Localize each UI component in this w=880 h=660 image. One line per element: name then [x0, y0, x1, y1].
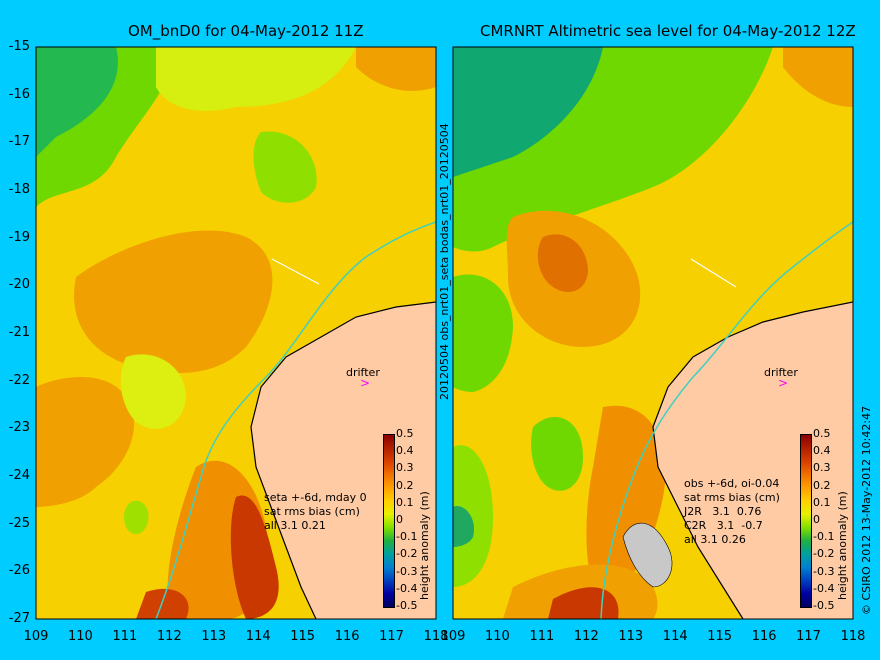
x-tick-label: 109 — [23, 629, 49, 644]
colorbar-tick-label: 0.2 — [396, 478, 414, 492]
x-tick-label: 111 — [529, 629, 555, 644]
x-tick-label: 113 — [201, 629, 227, 644]
y-tick-label: -18 — [8, 182, 30, 197]
right-drifter-marker: > — [778, 376, 789, 390]
colorbar-tick-label: -0.1 — [813, 530, 835, 544]
x-tick-label: 111 — [112, 629, 138, 644]
colorbar-tick-label: 0 — [813, 513, 820, 526]
x-tick-label: 118 — [423, 629, 449, 644]
middle-side-text: 20120504 obs_nrt01_seta bodas_nrt01_2012… — [438, 123, 451, 400]
colorbar-tick-label: -0.5 — [813, 599, 835, 612]
x-tick-label: 115 — [290, 629, 316, 644]
colorbar-tick-label: -0.2 — [396, 547, 418, 561]
right-stats-line: obs +-6d, oi-0.04 — [684, 477, 780, 490]
y-tick-label: -25 — [8, 515, 30, 531]
x-tick-label: 109 — [440, 629, 466, 644]
right-side-text: © CSIRO 2012 13-May-2012 10:42:47 — [860, 405, 873, 615]
left-colorbar-label: height anomaly (m) — [418, 491, 431, 600]
left-stats-line: sat rms bias (cm) — [264, 505, 360, 518]
x-tick-label: 112 — [573, 629, 599, 644]
colorbar-tick-label: -0.4 — [813, 581, 835, 595]
colorbar-tick-label: 0.4 — [396, 444, 414, 458]
x-tick-label: 112 — [156, 629, 182, 644]
colorbar-tick-label: 0 — [396, 513, 403, 526]
y-tick-label: -16 — [8, 86, 30, 102]
y-tick-label: -15 — [8, 39, 30, 54]
colorbar-tick-label: -0.4 — [396, 581, 418, 595]
x-tick-label: 117 — [796, 629, 821, 644]
y-tick-label: -27 — [8, 611, 30, 626]
colorbar-tick-label: 0.3 — [813, 461, 831, 475]
colorbar-tick-label: 0.4 — [813, 444, 831, 458]
x-tick-label: 110 — [68, 629, 93, 644]
colorbar-tick-label: -0.3 — [813, 564, 835, 578]
y-tick-label: -21 — [8, 325, 30, 340]
right-stats-line: all 3.1 0.26 — [684, 533, 746, 546]
y-tick-label: -17 — [8, 134, 30, 150]
left-colorbar — [383, 434, 395, 608]
y-tick-label: -19 — [8, 229, 30, 245]
y-tick-label: -22 — [8, 372, 30, 388]
x-tick-label: 115 — [707, 629, 733, 644]
x-tick-label: 113 — [618, 629, 644, 644]
x-tick-label: 117 — [379, 629, 404, 644]
x-tick-label: 118 — [840, 629, 866, 644]
left-drifter-marker: > — [360, 376, 371, 390]
right-colorbar-label: height anomaly (m) — [836, 491, 849, 600]
right-stats-line: sat rms bias (cm) — [684, 491, 780, 504]
x-tick-label: 116 — [334, 629, 360, 644]
right-chart-title: CMRNRT Altimetric sea level for 04-May-2… — [480, 22, 856, 40]
y-tick-label: -24 — [8, 468, 30, 483]
x-tick-label: 114 — [245, 629, 271, 644]
colorbar-tick-label: -0.2 — [813, 547, 835, 561]
colorbar-tick-label: 0.5 — [813, 427, 831, 440]
colorbar-tick-label: -0.1 — [396, 530, 418, 544]
left-stats-line: seta +-6d, mday 0 — [264, 491, 367, 504]
y-tick-label: -20 — [8, 277, 30, 293]
colorbar-tick-label: 0.5 — [396, 427, 414, 440]
x-tick-label: 110 — [485, 629, 510, 644]
right-drifter-label: drifter — [764, 366, 798, 379]
colorbar-tick-label: -0.5 — [396, 599, 418, 612]
left-stats-line: all 3.1 0.21 — [264, 519, 326, 532]
right-map-panel — [452, 46, 854, 620]
right-colorbar — [800, 434, 812, 608]
colorbar-tick-label: 0.1 — [396, 495, 414, 509]
left-drifter-label: drifter — [346, 366, 380, 379]
x-tick-label: 116 — [751, 629, 777, 644]
colorbar-tick-label: 0.2 — [813, 478, 831, 492]
right-stats-line: J2R 3.1 0.76 — [684, 505, 762, 518]
colorbar-tick-label: 0.3 — [396, 461, 414, 475]
colorbar-tick-label: -0.3 — [396, 564, 418, 578]
right-stats-line: C2R 3.1 -0.7 — [684, 519, 763, 532]
x-tick-label: 114 — [662, 629, 688, 644]
left-map-panel — [35, 46, 437, 620]
y-tick-label: -23 — [8, 420, 30, 436]
y-tick-label: -26 — [8, 563, 30, 579]
left-chart-title: OM_bnD0 for 04-May-2012 11Z — [128, 22, 364, 40]
colorbar-tick-label: 0.1 — [813, 495, 831, 509]
